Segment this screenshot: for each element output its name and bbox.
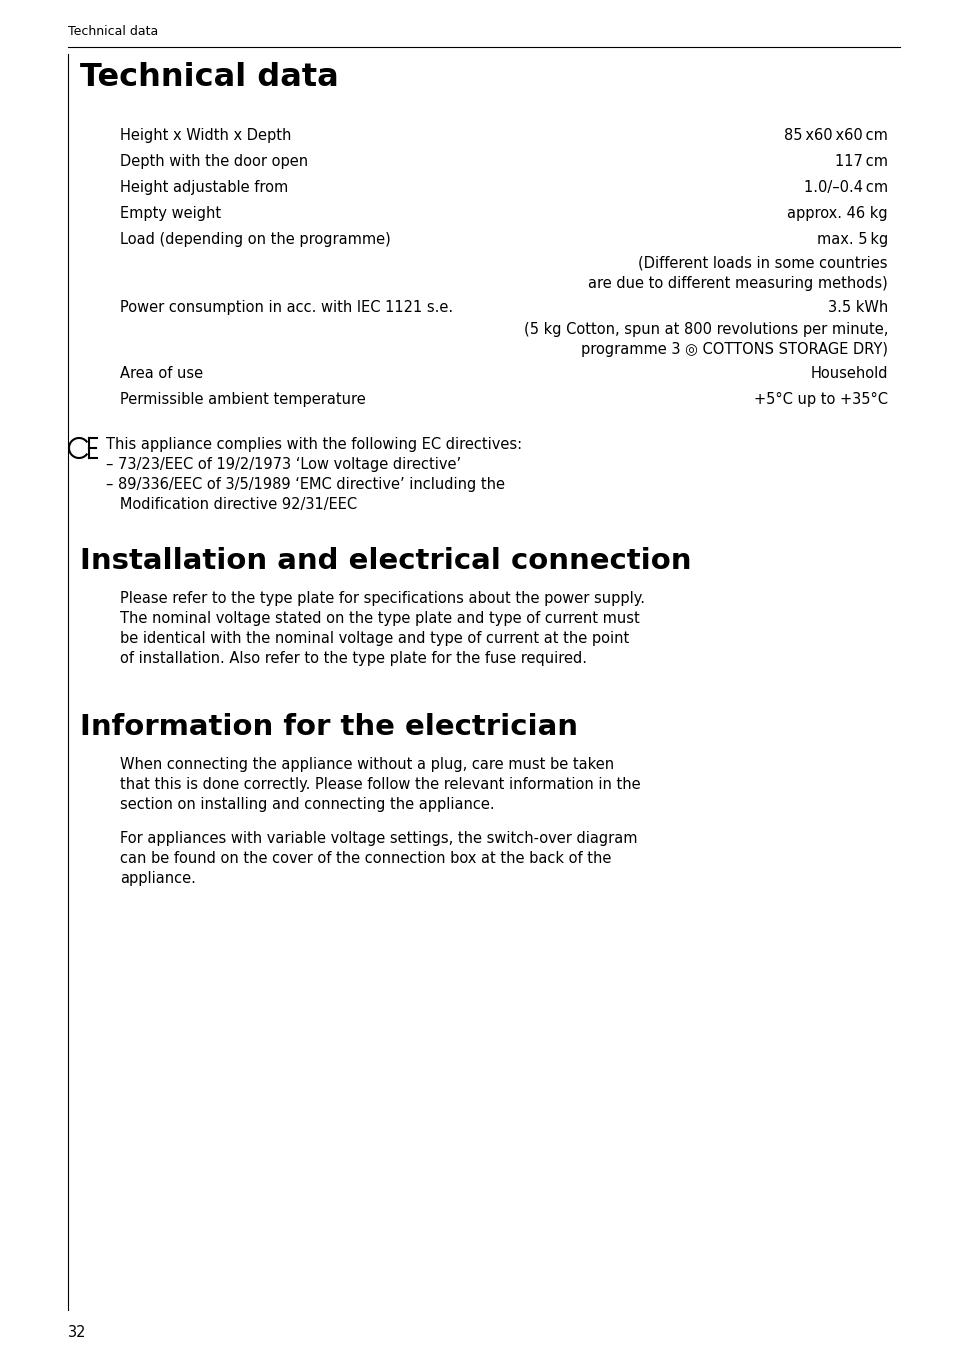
Text: When connecting the appliance without a plug, care must be taken: When connecting the appliance without a … (120, 757, 614, 772)
Text: Please refer to the type plate for specifications about the power supply.: Please refer to the type plate for speci… (120, 591, 644, 606)
Text: Installation and electrical connection: Installation and electrical connection (80, 548, 691, 575)
Text: For appliances with variable voltage settings, the switch-over diagram: For appliances with variable voltage set… (120, 831, 637, 846)
Text: of installation. Also refer to the type plate for the fuse required.: of installation. Also refer to the type … (120, 652, 586, 667)
Text: 3.5 kWh: 3.5 kWh (827, 300, 887, 315)
Text: that this is done correctly. Please follow the relevant information in the: that this is done correctly. Please foll… (120, 777, 640, 792)
Text: can be found on the cover of the connection box at the back of the: can be found on the cover of the connect… (120, 850, 611, 867)
Text: 1.0/–0.4 cm: 1.0/–0.4 cm (803, 180, 887, 195)
Text: 85 x60 x60 cm: 85 x60 x60 cm (783, 128, 887, 143)
Text: The nominal voltage stated on the type plate and type of current must: The nominal voltage stated on the type p… (120, 611, 639, 626)
Text: – 73/23/EEC of 19/2/1973 ‘Low voltage directive’: – 73/23/EEC of 19/2/1973 ‘Low voltage di… (106, 457, 460, 472)
Text: Technical data: Technical data (80, 62, 338, 93)
Text: Area of use: Area of use (120, 366, 203, 381)
Text: approx. 46 kg: approx. 46 kg (786, 206, 887, 220)
Text: Technical data: Technical data (68, 24, 158, 38)
Text: (5 kg Cotton, spun at 800 revolutions per minute,: (5 kg Cotton, spun at 800 revolutions pe… (523, 322, 887, 337)
Text: Modification directive 92/31/EEC: Modification directive 92/31/EEC (106, 498, 356, 512)
Text: Empty weight: Empty weight (120, 206, 221, 220)
Text: Depth with the door open: Depth with the door open (120, 154, 308, 169)
Text: Load (depending on the programme): Load (depending on the programme) (120, 233, 391, 247)
Text: Height x Width x Depth: Height x Width x Depth (120, 128, 291, 143)
Text: appliance.: appliance. (120, 871, 195, 886)
Text: 32: 32 (68, 1325, 87, 1340)
Text: Permissible ambient temperature: Permissible ambient temperature (120, 392, 365, 407)
Text: Power consumption in acc. with IEC 1121 s.e.: Power consumption in acc. with IEC 1121 … (120, 300, 453, 315)
Text: 117 cm: 117 cm (834, 154, 887, 169)
Text: max. 5 kg: max. 5 kg (816, 233, 887, 247)
Text: programme 3 ◎ COTTONS STORAGE DRY): programme 3 ◎ COTTONS STORAGE DRY) (580, 342, 887, 357)
Text: Information for the electrician: Information for the electrician (80, 713, 578, 741)
Text: +5°C up to +35°C: +5°C up to +35°C (753, 392, 887, 407)
Text: Household: Household (810, 366, 887, 381)
Text: are due to different measuring methods): are due to different measuring methods) (588, 276, 887, 291)
Text: section on installing and connecting the appliance.: section on installing and connecting the… (120, 796, 494, 813)
Text: (Different loads in some countries: (Different loads in some countries (638, 256, 887, 270)
Text: be identical with the nominal voltage and type of current at the point: be identical with the nominal voltage an… (120, 631, 629, 646)
Text: This appliance complies with the following EC directives:: This appliance complies with the followi… (106, 437, 521, 452)
Text: Height adjustable from: Height adjustable from (120, 180, 288, 195)
Text: – 89/336/EEC of 3/5/1989 ‘EMC directive’ including the: – 89/336/EEC of 3/5/1989 ‘EMC directive’… (106, 477, 504, 492)
